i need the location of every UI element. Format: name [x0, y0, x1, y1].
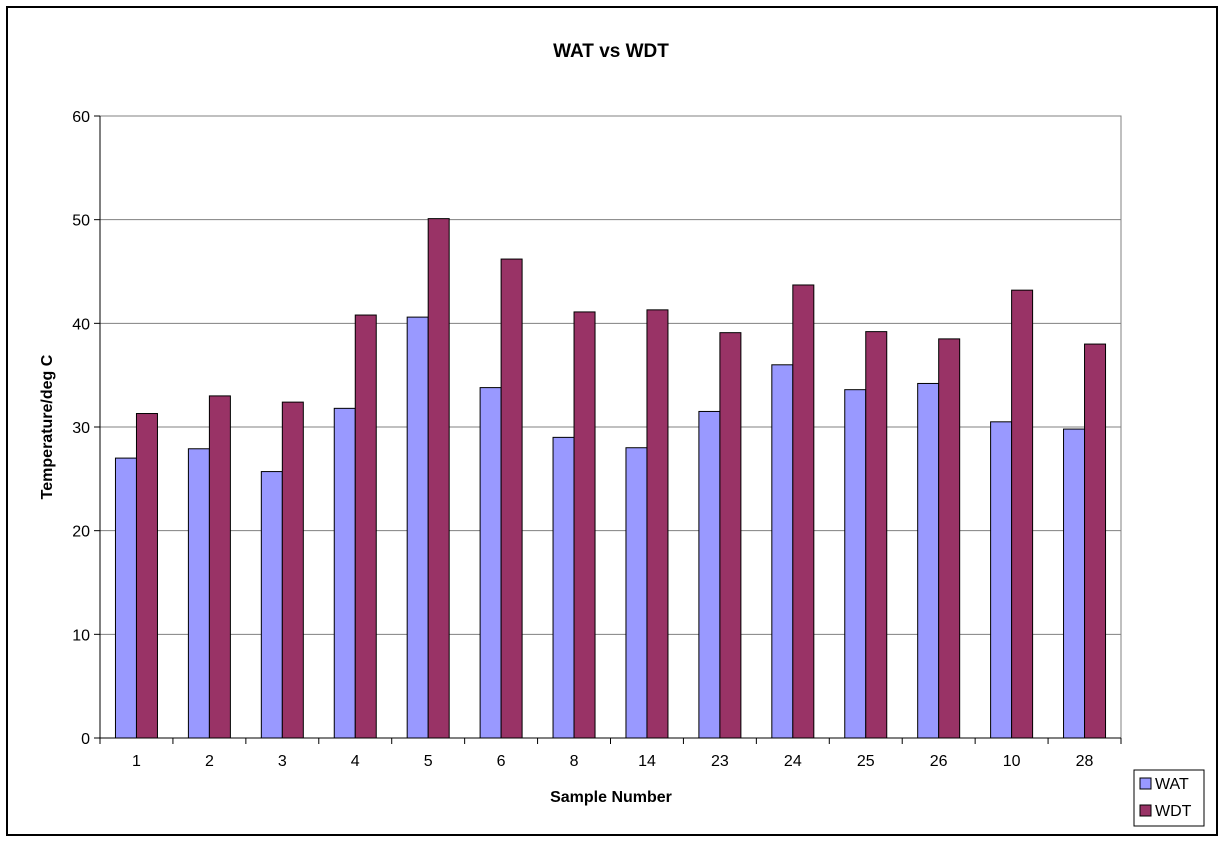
bar-wat-23: [698, 410, 721, 739]
bar-wat-25: [844, 389, 867, 739]
bar-wat-3: [260, 471, 283, 739]
y-tick-label: 0: [81, 731, 90, 748]
x-tick-label: 1: [132, 753, 141, 770]
bar-wdt-10: [1011, 289, 1034, 739]
legend-label-wat: WAT: [1155, 776, 1189, 793]
chart-title: WAT vs WDT: [553, 41, 669, 62]
y-axis-title: Temperature/deg C: [39, 354, 56, 499]
bar-wdt-4: [354, 314, 377, 739]
y-tick-label: 10: [72, 627, 90, 644]
bar-wdt-6: [500, 258, 523, 739]
x-tick-label: 25: [857, 753, 875, 770]
x-tick-label: 10: [1003, 753, 1021, 770]
bar-wat-28: [1063, 428, 1086, 739]
bar-wdt-2: [208, 395, 231, 739]
bar-wat-4: [333, 407, 356, 739]
bar-wdt-24: [792, 284, 815, 739]
bar-wat-5: [406, 316, 429, 739]
x-axis: 1 2 3 4 5 6 8 14 23 24 25 26 10 28: [99, 737, 1122, 770]
bar-wat-10: [990, 421, 1013, 739]
y-axis: 0 10 20 30 40 50 60: [72, 109, 101, 748]
bar-wat-14: [625, 447, 648, 739]
bar-wdt-8: [573, 311, 596, 739]
legend: WAT WDT: [1133, 769, 1205, 827]
bar-wdt-14: [646, 309, 669, 739]
x-tick-label: 24: [784, 753, 802, 770]
bar-wdt-26: [938, 338, 961, 739]
x-tick-label: 6: [497, 753, 506, 770]
legend-label-wdt: WDT: [1155, 803, 1192, 820]
legend-swatch-wat: [1139, 777, 1152, 790]
x-tick-label: 8: [570, 753, 579, 770]
y-tick-label: 30: [72, 420, 90, 437]
bar-wdt-5: [427, 218, 450, 739]
y-tick-label: 40: [72, 316, 90, 333]
bar-wdt-25: [865, 331, 888, 739]
x-tick-label: 3: [278, 753, 287, 770]
x-tick-label: 28: [1076, 753, 1094, 770]
bar-wdt-28: [1084, 343, 1107, 739]
bar-wat-2: [187, 448, 210, 739]
bar-wdt-23: [719, 332, 742, 739]
x-tick-label: 14: [638, 753, 656, 770]
x-tick-label: 5: [424, 753, 433, 770]
bar-wat-1: [114, 457, 137, 739]
bars: [114, 218, 1107, 739]
bar-wat-6: [479, 387, 502, 739]
bar-wat-26: [917, 382, 940, 739]
legend-swatch-wdt: [1139, 804, 1152, 817]
x-axis-title: Sample Number: [550, 789, 672, 806]
x-tick-label: 4: [351, 753, 360, 770]
y-tick-label: 60: [72, 109, 90, 126]
x-tick-label: 2: [205, 753, 214, 770]
x-tick-label: 23: [711, 753, 729, 770]
bar-wdt-3: [281, 401, 304, 739]
y-tick-label: 50: [72, 213, 90, 230]
y-tick-label: 20: [72, 524, 90, 541]
x-tick-label: 26: [930, 753, 948, 770]
bar-wat-24: [771, 364, 794, 739]
bar-wat-8: [552, 436, 575, 739]
bar-wdt-1: [135, 413, 158, 739]
